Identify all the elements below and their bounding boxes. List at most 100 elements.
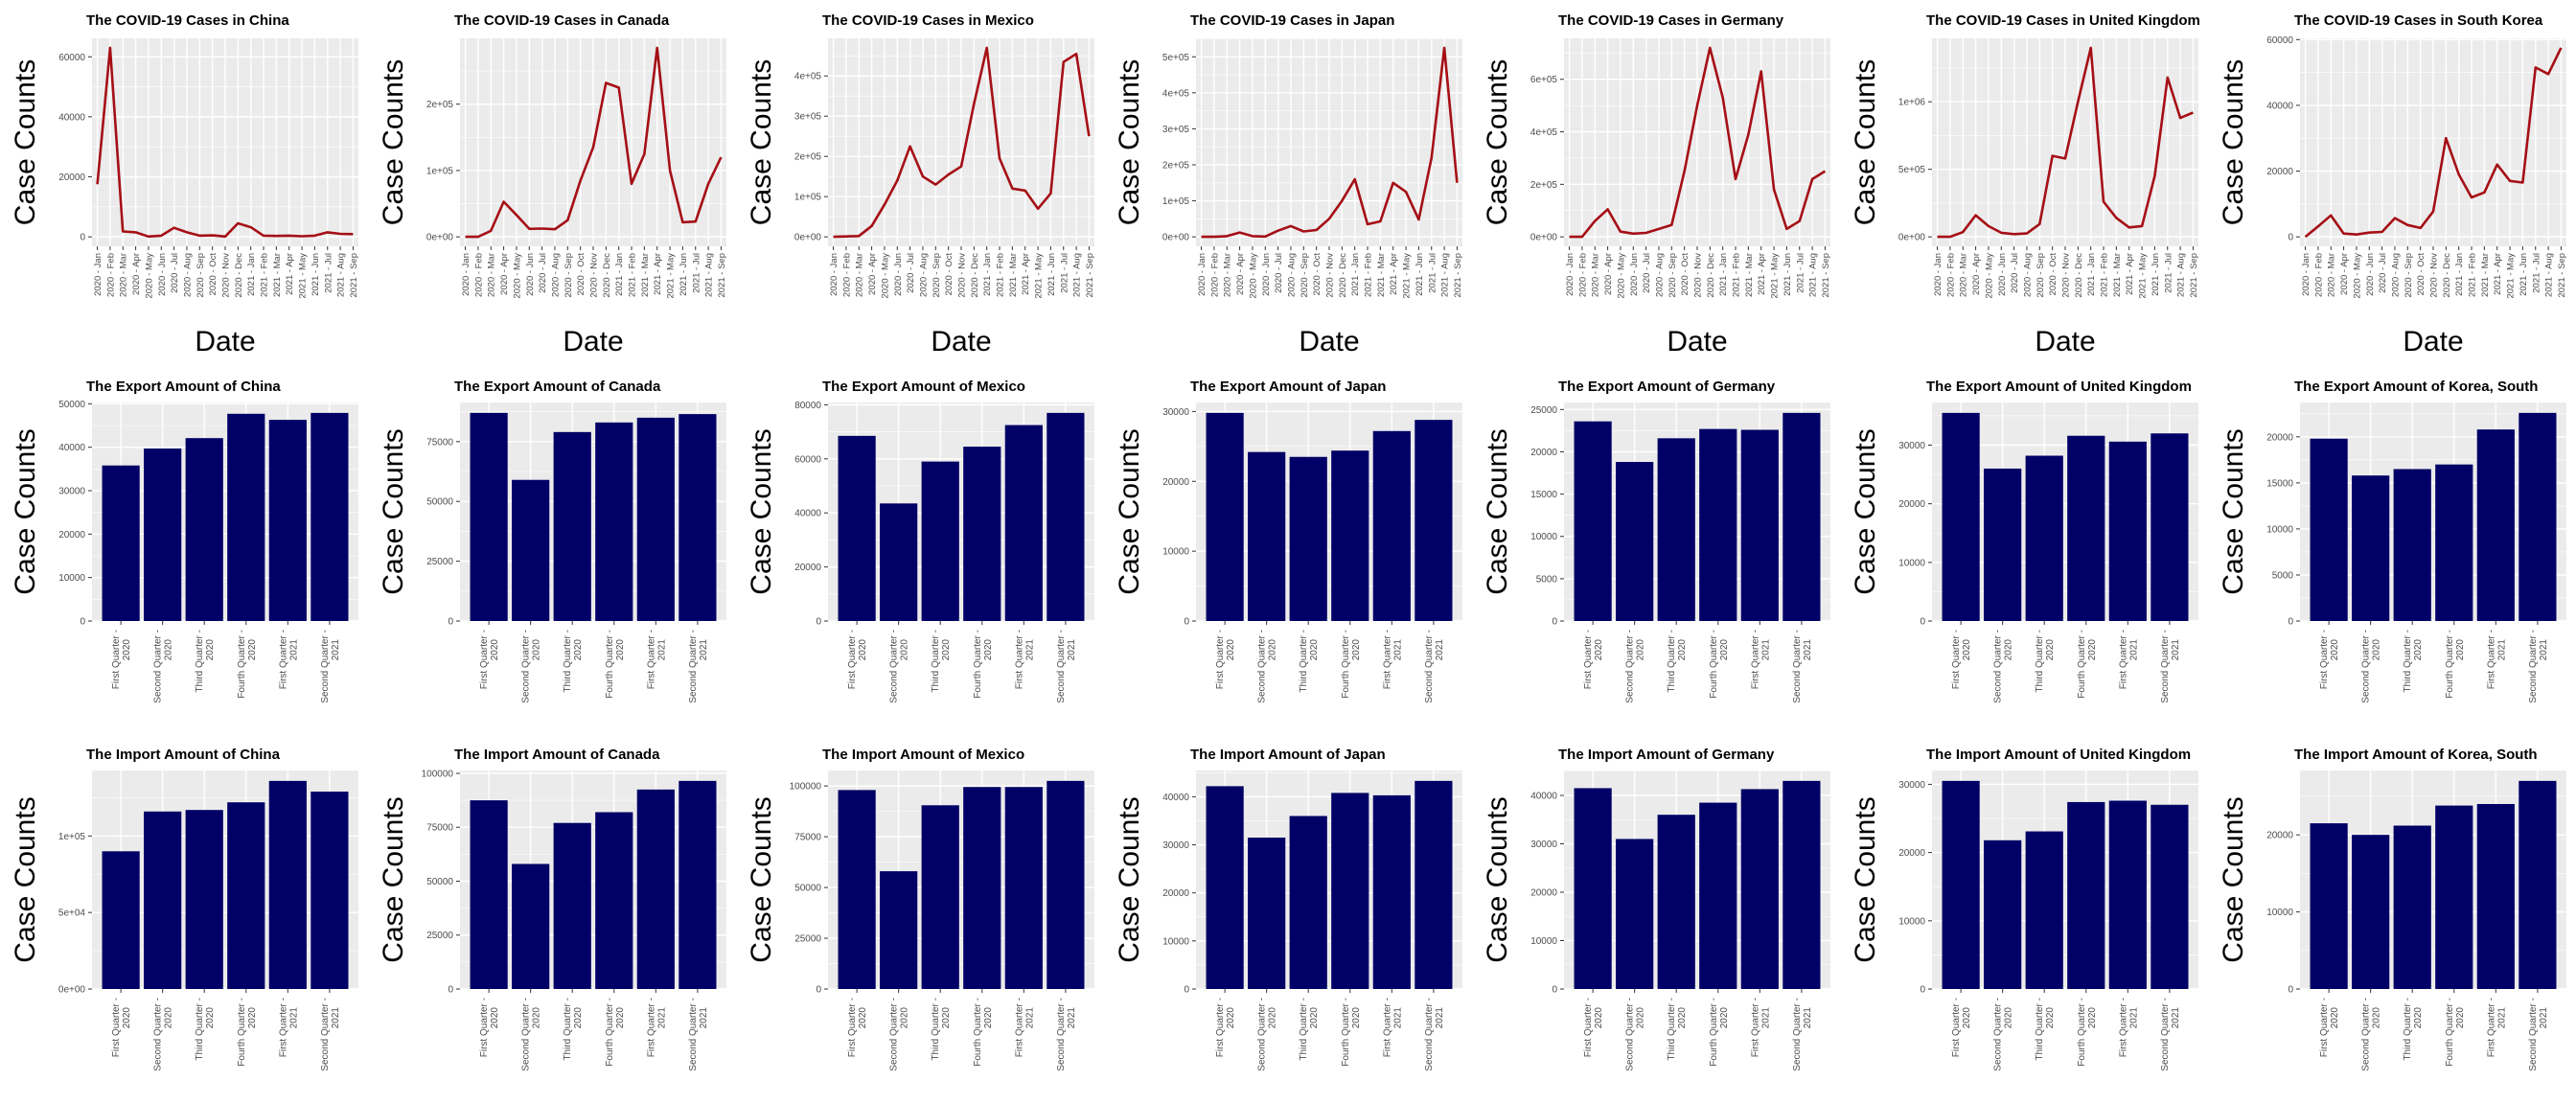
bar — [880, 503, 918, 621]
bar — [678, 780, 717, 989]
chart-panel: The Import Amount of Germany 0 10000 20000 3… — [1482, 747, 1830, 1071]
bar — [185, 810, 223, 989]
x-tick-label: 2020 - Oct — [208, 253, 218, 296]
x-tick-label: 2020 - Feb — [105, 253, 116, 297]
x-tick-label: 2021 - Jan — [1350, 253, 1361, 296]
x-tick-label: Third Quarter -2020 — [563, 630, 584, 693]
x-tick-label: 2020 - May — [512, 253, 522, 299]
x-tick-label: 2020 - Jun — [1629, 253, 1640, 296]
y-tick-label: 50000 — [794, 884, 821, 894]
x-tick-label: First Quarter -2021 — [1382, 630, 1403, 689]
x-tick-label: Fourth Quarter -2020 — [237, 630, 258, 699]
bar — [2067, 801, 2105, 989]
chart-panel: The Export Amount of Mexico 0 20000 40000 60… — [746, 379, 1094, 703]
y-tick-label: 25000 — [794, 934, 821, 945]
x-tick-label: Third Quarter -2020 — [195, 630, 216, 693]
y-tick-label: 10000 — [1898, 916, 1925, 927]
chart-title: The Export Amount of Mexico — [822, 379, 1025, 395]
x-tick-label: First Quarter -2021 — [278, 998, 299, 1057]
bar — [1331, 450, 1369, 621]
y-tick-label: 80000 — [794, 401, 821, 411]
bar — [595, 812, 633, 989]
chart-title: The COVID-19 Cases in Japan — [1190, 12, 1394, 29]
y-tick-label: 2e+05 — [794, 152, 822, 163]
chart-panel: The Import Amount of Japan 0 10000 20000 300… — [1114, 747, 1462, 1071]
x-tick-label: 2020 - Nov — [1693, 253, 1704, 298]
x-tick-label: 2020 - Feb — [473, 253, 484, 297]
chart-title: The Export Amount of Germany — [1558, 379, 1776, 395]
y-tick-label: 0 — [1184, 617, 1189, 628]
bar — [1740, 429, 1779, 621]
y-tick-label: 1e+05 — [1162, 196, 1190, 207]
x-tick-label: 2020 - Jan — [1197, 253, 1208, 296]
x-tick-label: 2021 - Apr — [2125, 253, 2135, 295]
y-tick-label: 6e+05 — [1530, 75, 1558, 85]
x-tick-label: 2020 - Jan — [1565, 253, 1576, 296]
y-tick-label: 60000 — [58, 53, 85, 63]
y-tick-label: 40000 — [2266, 101, 2293, 111]
chart-panel: The COVID-19 Cases in Germany 0e+00 2e+05 4… — [1482, 12, 1831, 357]
x-tick-label: First Quarter -2020 — [1215, 998, 1236, 1057]
y-tick-label: 0 — [2288, 233, 2293, 243]
chart-panel: The COVID-19 Cases in United Kingdom 0e+0… — [1850, 12, 2200, 357]
x-tick-label: 2021 - Apr — [1021, 253, 1031, 295]
bar — [1942, 412, 1980, 621]
x-tick-label: First Quarter -2020 — [479, 998, 500, 1057]
x-tick-label: Second Quarter -2020 — [1625, 630, 1646, 703]
x-tick-label: First Quarter -2021 — [646, 630, 667, 689]
chart-title: The COVID-19 Cases in Germany — [1558, 12, 1784, 29]
y-tick-label: 5e+05 — [1898, 165, 1926, 175]
y-tick-label: 20000 — [58, 530, 85, 540]
x-tick-label: 2020 - Oct — [944, 253, 954, 296]
chart-title: The Import Amount of Japan — [1190, 747, 1386, 763]
x-tick-label: 2020 - May — [2352, 253, 2362, 299]
x-tick-label: 2021 - Jul — [2163, 253, 2174, 293]
x-tick-label: 2020 - May — [880, 253, 890, 299]
x-tick-label: Fourth Quarter -2020 — [2077, 630, 2098, 699]
y-tick-label: 25000 — [426, 931, 453, 941]
y-axis-label: Case Counts — [1850, 428, 1881, 594]
bar — [1206, 786, 1244, 989]
x-tick-label: 2021 - Feb — [628, 253, 638, 297]
x-tick-label: 2021 - Apr — [1757, 253, 1767, 295]
x-tick-label: 2021 - Jan — [2086, 253, 2097, 296]
x-tick-label: 2020 - Apr — [2339, 253, 2350, 295]
x-tick-label: First Quarter -2020 — [111, 630, 132, 689]
x-tick-label: 2020 - Nov — [957, 253, 968, 298]
x-tick-label: Third Quarter -2020 — [2403, 630, 2424, 693]
y-tick-label: 30000 — [1162, 840, 1189, 851]
x-tick-label: Second Quarter -2020 — [1257, 630, 1278, 703]
x-tick-label: 2020 - Nov — [2061, 253, 2072, 298]
x-tick-label: Second Quarter -2020 — [521, 998, 542, 1071]
x-tick-label: 2021 - Jun — [2518, 253, 2529, 296]
x-tick-label: 2020 - Apr — [1971, 253, 1982, 295]
x-tick-label: 2021 - Jun — [310, 253, 321, 296]
x-tick-label: Second Quarter -2021 — [688, 998, 709, 1071]
y-tick-label: 1e+05 — [794, 193, 822, 203]
chart-title: The Import Amount of Mexico — [822, 747, 1024, 763]
chart-panel: The Export Amount of United Kingdom 0 1000… — [1850, 379, 2198, 703]
x-tick-label: 2021 - Aug — [1072, 253, 1083, 297]
bar — [636, 417, 675, 621]
x-axis-label: Date — [195, 326, 255, 357]
x-tick-label: 2020 - Mar — [1591, 253, 1601, 297]
x-tick-label: 2020 - Dec — [970, 253, 980, 298]
y-tick-label: 25000 — [426, 557, 453, 567]
bar — [1574, 421, 1612, 621]
x-tick-label: Second Quarter -2021 — [1792, 998, 1813, 1071]
x-tick-label: 2020 - Aug — [182, 253, 193, 297]
x-tick-label: First Quarter -2020 — [1951, 630, 1972, 689]
y-tick-label: 0 — [1920, 985, 1925, 996]
x-axis-label: Date — [2403, 326, 2463, 357]
y-tick-label: 0 — [448, 985, 453, 996]
y-tick-label: 20000 — [1898, 499, 1925, 510]
x-tick-label: Fourth Quarter -2020 — [1341, 630, 1362, 699]
x-tick-label: First Quarter -2021 — [1014, 998, 1035, 1057]
y-tick-label: 0 — [1920, 617, 1925, 628]
x-tick-label: Third Quarter -2020 — [1667, 998, 1688, 1061]
x-tick-label: 2021 - May — [298, 253, 309, 299]
x-tick-label: Second Quarter -2021 — [1056, 998, 1077, 1071]
bar — [1248, 838, 1286, 989]
y-tick-label: 2e+05 — [1162, 160, 1190, 171]
x-tick-label: 2020 - Aug — [1286, 253, 1297, 297]
